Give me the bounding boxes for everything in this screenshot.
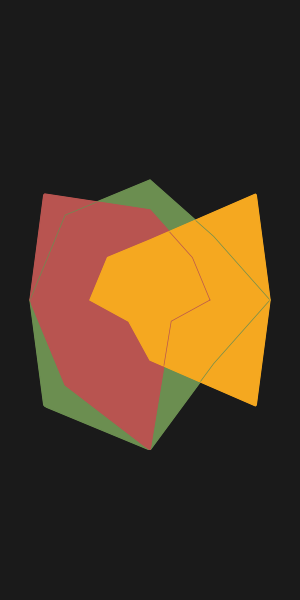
Polygon shape (30, 194, 210, 450)
Polygon shape (90, 194, 270, 406)
Polygon shape (30, 180, 270, 450)
